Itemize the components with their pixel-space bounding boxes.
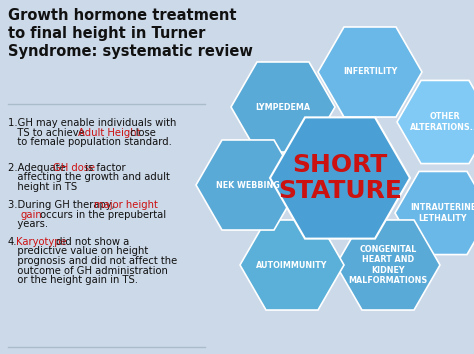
Polygon shape: [397, 80, 474, 164]
Polygon shape: [196, 140, 300, 230]
Text: or the height gain in TS.: or the height gain in TS.: [8, 275, 138, 285]
Text: affecting the growth and adult: affecting the growth and adult: [8, 172, 170, 183]
Polygon shape: [336, 220, 440, 310]
Text: CONGENITAL
HEART AND
KIDNEY
MALFORMATIONS: CONGENITAL HEART AND KIDNEY MALFORMATION…: [348, 245, 428, 285]
Text: did not show a: did not show a: [53, 237, 129, 247]
Polygon shape: [231, 62, 335, 152]
Polygon shape: [270, 118, 410, 239]
Polygon shape: [318, 27, 422, 117]
Text: gain: gain: [20, 210, 42, 219]
Text: LYMPEDEMA: LYMPEDEMA: [255, 103, 310, 112]
Text: SHORT
STATURE: SHORT STATURE: [278, 153, 402, 204]
Polygon shape: [240, 220, 344, 310]
Text: is factor: is factor: [82, 163, 126, 173]
Text: OTHER
ALTERATIONS...: OTHER ALTERATIONS...: [410, 113, 474, 132]
Text: INTRAUTERINE
LETHALITY: INTRAUTERINE LETHALITY: [410, 204, 474, 223]
Text: 2.Adequate: 2.Adequate: [8, 163, 69, 173]
Text: outcome of GH administration: outcome of GH administration: [8, 266, 168, 275]
Text: INFERTILITY: INFERTILITY: [343, 68, 397, 76]
Text: Adult Height: Adult Height: [78, 127, 140, 137]
Text: TS to achieve: TS to achieve: [8, 127, 88, 137]
Text: Karyotype: Karyotype: [16, 237, 67, 247]
Text: AUTOIMMUNITY: AUTOIMMUNITY: [256, 261, 328, 269]
Text: 3.During GH therapy,: 3.During GH therapy,: [8, 200, 118, 210]
Text: 1.GH may enable individuals with: 1.GH may enable individuals with: [8, 118, 176, 128]
Text: NEK WEBBING: NEK WEBBING: [216, 181, 280, 189]
Text: GH dose: GH dose: [53, 163, 95, 173]
Text: predictive value on height: predictive value on height: [8, 246, 148, 257]
Text: Growth hormone treatment
to final height in Turner
Syndrome: systematic review: Growth hormone treatment to final height…: [8, 8, 253, 59]
Polygon shape: [395, 171, 474, 255]
Text: to female population standard.: to female population standard.: [8, 137, 172, 147]
Text: height in TS: height in TS: [8, 182, 77, 192]
Text: occurs in the prepubertal: occurs in the prepubertal: [36, 210, 166, 219]
Text: close: close: [127, 127, 156, 137]
Text: prognosis and did not affect the: prognosis and did not affect the: [8, 256, 177, 266]
Text: major height: major height: [94, 200, 158, 210]
Text: years.: years.: [8, 219, 48, 229]
Text: 4.: 4.: [8, 237, 18, 247]
